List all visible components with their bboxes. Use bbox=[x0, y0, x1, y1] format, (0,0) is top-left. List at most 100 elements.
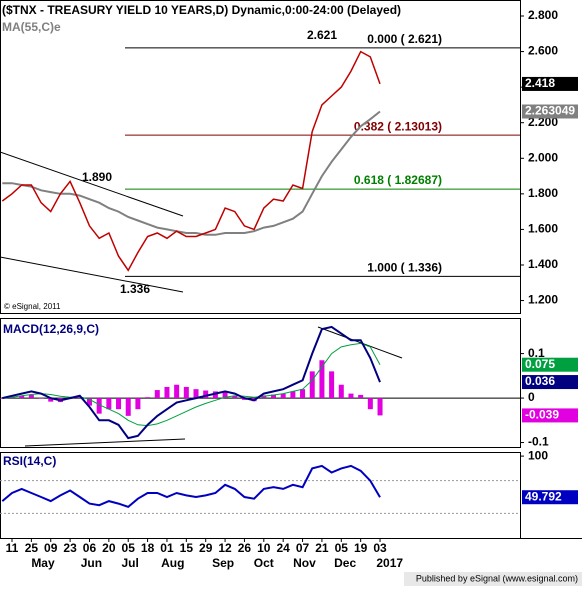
x-tick-label: 18 bbox=[141, 541, 155, 555]
x-tick-label: 07 bbox=[296, 541, 310, 555]
last-value-box bbox=[522, 104, 578, 119]
histogram-bar bbox=[164, 386, 170, 399]
histogram-bar bbox=[125, 398, 131, 416]
histogram-bar bbox=[174, 384, 180, 399]
x-tick-label: 05 bbox=[122, 541, 136, 555]
trend-line bbox=[0, 151, 184, 217]
x-tick-label: 15 bbox=[180, 541, 194, 555]
series-line bbox=[2, 110, 381, 236]
x-tick-label: 03 bbox=[373, 541, 387, 555]
histogram-bar bbox=[106, 398, 112, 410]
histogram-bar bbox=[309, 371, 315, 399]
histogram-bar bbox=[319, 360, 325, 399]
x-tick-label: 10 bbox=[257, 541, 271, 555]
histogram-bar bbox=[154, 390, 160, 399]
last-value-label: 0.036 bbox=[525, 374, 555, 388]
histogram-bar bbox=[338, 384, 344, 399]
y-tick-label: 0.1 bbox=[528, 346, 545, 360]
histogram-bar bbox=[377, 398, 383, 416]
x-tick-label: 23 bbox=[63, 541, 77, 555]
y-tick-label: 1.800 bbox=[528, 186, 558, 200]
histogram-bar bbox=[358, 394, 364, 399]
histogram-bar bbox=[135, 398, 141, 410]
month-label: Jul bbox=[121, 556, 138, 570]
histogram-bar bbox=[232, 395, 238, 399]
month-label: May bbox=[31, 556, 55, 570]
month-label: 2017 bbox=[376, 556, 403, 570]
y-tick-label: 1.400 bbox=[528, 257, 558, 271]
month-label: Nov bbox=[293, 556, 316, 570]
panel-title: MACD(12,26,9,C) bbox=[3, 322, 99, 336]
panel-title: RSI(14,C) bbox=[3, 454, 56, 468]
histogram-bar bbox=[193, 389, 199, 399]
histogram-bar bbox=[77, 397, 83, 399]
x-tick-label: 20 bbox=[102, 541, 116, 555]
footer: Published by eSignal (www.esignal.com) bbox=[416, 573, 578, 583]
histogram-bar bbox=[28, 394, 34, 399]
month-label: Aug bbox=[161, 556, 184, 570]
x-tick-label: 21 bbox=[315, 541, 329, 555]
annotation: 1.890 bbox=[82, 170, 112, 184]
series-line bbox=[1, 50, 381, 272]
price-panel-frame bbox=[0, 0, 521, 314]
series-line bbox=[2, 342, 381, 427]
annotation: 2.621 bbox=[307, 28, 337, 42]
month-label: Sep bbox=[212, 556, 234, 570]
fib-label: 0.618 ( 1.82687) bbox=[354, 173, 442, 187]
x-tick-label: 01 bbox=[160, 541, 174, 555]
last-value-box bbox=[522, 357, 578, 372]
last-value-label: 0.075 bbox=[525, 357, 555, 371]
histogram-bar bbox=[280, 393, 286, 399]
last-value-label: -0.039 bbox=[525, 408, 559, 422]
y-tick-label: 1.600 bbox=[528, 222, 558, 236]
x-tick-label: 11 bbox=[6, 541, 19, 555]
trend-line bbox=[24, 438, 186, 447]
histogram-bar bbox=[19, 395, 25, 399]
histogram-bar bbox=[86, 398, 92, 406]
chart-title: ($TNX - TREASURY YIELD 10 YEARS,D) Dynam… bbox=[2, 3, 401, 17]
y-tick-label: 2.800 bbox=[528, 8, 558, 22]
y-tick-label: 0 bbox=[528, 390, 535, 404]
series-line bbox=[2, 325, 381, 440]
last-value-label: 49.792 bbox=[525, 489, 562, 503]
histogram-bar bbox=[38, 398, 44, 399]
month-label: Jun bbox=[81, 556, 102, 570]
footer-bg bbox=[404, 572, 582, 586]
histogram-bar bbox=[222, 392, 228, 399]
histogram-bar bbox=[116, 398, 122, 410]
legend-entry: MA(55,C)e bbox=[2, 20, 61, 34]
x-tick-label: 25 bbox=[25, 541, 39, 555]
histogram-bar bbox=[203, 390, 209, 399]
histogram-bar bbox=[183, 386, 189, 399]
last-value-label: 2.263049 bbox=[525, 104, 575, 118]
month-label: Dec bbox=[334, 556, 356, 570]
histogram-bar bbox=[270, 394, 276, 399]
y-tick-label: -0.1 bbox=[528, 435, 549, 449]
fib-label: 1.000 ( 1.336) bbox=[367, 261, 442, 275]
histogram-bar bbox=[96, 398, 102, 414]
last-value-box bbox=[522, 375, 578, 390]
x-tick-label: 24 bbox=[277, 541, 291, 555]
last-value-box bbox=[522, 408, 578, 423]
x-tick-label: 06 bbox=[83, 541, 97, 555]
last-value-label: 2.418 bbox=[525, 76, 555, 90]
histogram-bar bbox=[329, 371, 335, 399]
histogram-bar bbox=[300, 389, 306, 399]
x-tick-label: 12 bbox=[218, 541, 232, 555]
histogram-bar bbox=[48, 398, 54, 402]
x-tick-label: 09 bbox=[44, 541, 58, 555]
last-value-box bbox=[522, 490, 578, 505]
x-tick-label: 19 bbox=[354, 541, 368, 555]
histogram-bar bbox=[367, 398, 373, 410]
y-tick-label: 2.600 bbox=[528, 44, 558, 58]
fib-label: 0.000 ( 2.621) bbox=[367, 32, 442, 46]
histogram-bar bbox=[145, 397, 151, 399]
x-tick-label: 05 bbox=[335, 541, 349, 555]
histogram-bar bbox=[212, 391, 218, 399]
histogram-bar bbox=[348, 393, 354, 399]
macd-panel-frame bbox=[0, 318, 521, 448]
trend-line bbox=[0, 256, 184, 293]
last-value-box bbox=[522, 76, 578, 91]
